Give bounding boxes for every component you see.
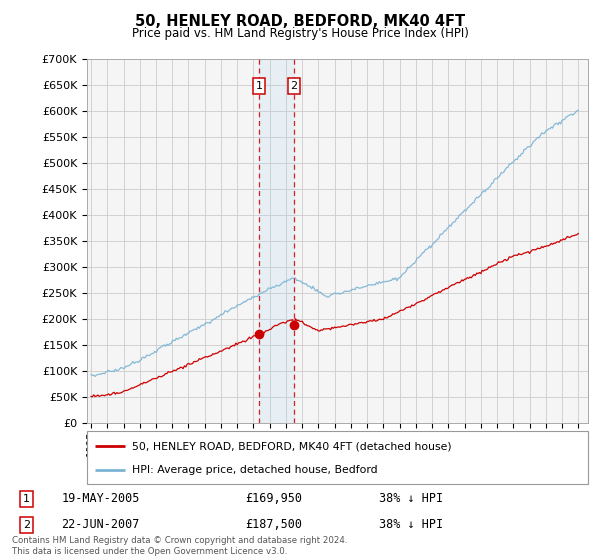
- Text: £187,500: £187,500: [245, 519, 302, 531]
- Text: 22-JUN-2007: 22-JUN-2007: [61, 519, 140, 531]
- Text: Contains HM Land Registry data © Crown copyright and database right 2024.
This d: Contains HM Land Registry data © Crown c…: [12, 536, 347, 556]
- Text: 2: 2: [290, 81, 298, 91]
- Text: 19-MAY-2005: 19-MAY-2005: [61, 492, 140, 506]
- Text: Price paid vs. HM Land Registry's House Price Index (HPI): Price paid vs. HM Land Registry's House …: [131, 27, 469, 40]
- FancyBboxPatch shape: [87, 431, 588, 484]
- Text: 2: 2: [23, 520, 30, 530]
- Text: 50, HENLEY ROAD, BEDFORD, MK40 4FT: 50, HENLEY ROAD, BEDFORD, MK40 4FT: [135, 14, 465, 29]
- Text: 38% ↓ HPI: 38% ↓ HPI: [379, 492, 443, 506]
- Text: 1: 1: [256, 81, 262, 91]
- Text: £169,950: £169,950: [245, 492, 302, 506]
- Text: 50, HENLEY ROAD, BEDFORD, MK40 4FT (detached house): 50, HENLEY ROAD, BEDFORD, MK40 4FT (deta…: [132, 441, 452, 451]
- Text: 38% ↓ HPI: 38% ↓ HPI: [379, 519, 443, 531]
- Text: 1: 1: [23, 494, 30, 504]
- Bar: [259, 59, 294, 423]
- Text: HPI: Average price, detached house, Bedford: HPI: Average price, detached house, Bedf…: [132, 464, 378, 474]
